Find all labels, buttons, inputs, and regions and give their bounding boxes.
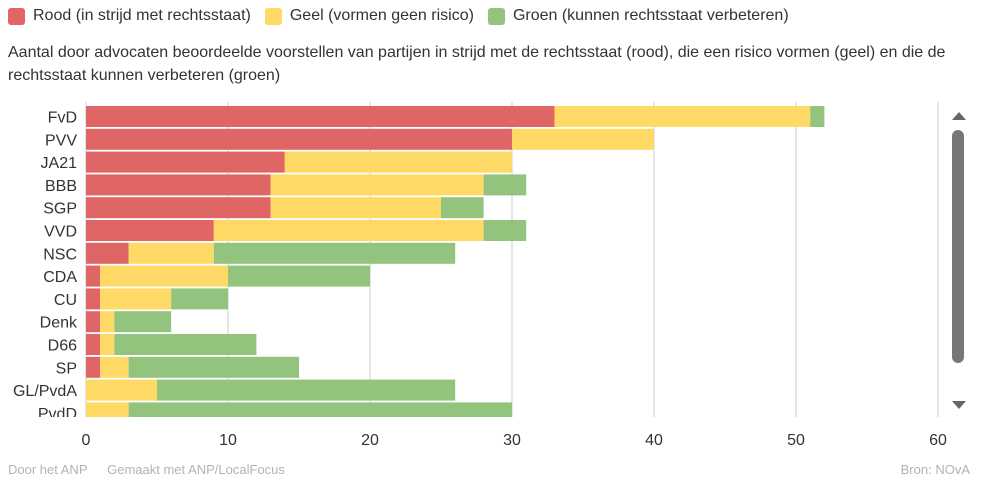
bar-segment[interactable] bbox=[228, 265, 370, 287]
bar-segment[interactable] bbox=[86, 288, 101, 310]
category-label: FvD bbox=[48, 110, 77, 127]
bar-segment[interactable] bbox=[86, 311, 101, 333]
bar-segment[interactable] bbox=[114, 334, 257, 355]
chart-area: FvD PVV JA21 BBB SGP VVD NSC CDA CU Denk D66 SP GL/P… bbox=[0, 100, 1000, 460]
x-tick-label: 20 bbox=[361, 432, 379, 449]
stacked-bar-chart: FvD PVV JA21 BBB SGP VVD NSC CDA CU Denk D66 SP GL/P… bbox=[13, 102, 947, 449]
bar-segment[interactable] bbox=[100, 288, 172, 310]
bar-segment[interactable] bbox=[86, 174, 271, 196]
bar-segment[interactable] bbox=[483, 174, 527, 196]
legend-label-rood: Rood (in strijd met rechtsstaat) bbox=[33, 7, 251, 24]
bar-segment[interactable] bbox=[100, 265, 228, 287]
category-label: GL/PvdA bbox=[13, 383, 77, 400]
bar-segment[interactable] bbox=[810, 106, 825, 127]
category-label: PVV bbox=[45, 132, 77, 149]
x-tick-label: 0 bbox=[82, 432, 91, 449]
bar-segment[interactable] bbox=[100, 334, 115, 355]
bar-segment[interactable] bbox=[86, 151, 285, 173]
bar-segment[interactable] bbox=[86, 128, 512, 150]
x-tick-label: 50 bbox=[787, 432, 805, 449]
legend: Rood (in strijd met rechtsstaat) Geel (v… bbox=[8, 7, 803, 25]
bar-segment[interactable] bbox=[270, 174, 484, 196]
footer-source: Bron: NOvA bbox=[900, 462, 970, 477]
category-label: CDA bbox=[43, 269, 77, 286]
x-tick-label: 60 bbox=[929, 432, 947, 449]
bar-segment[interactable] bbox=[128, 242, 214, 264]
legend-swatch-groen bbox=[487, 7, 505, 25]
category-label: SP bbox=[56, 360, 77, 377]
chart-scrollbar[interactable] bbox=[948, 108, 970, 413]
bar-segment[interactable] bbox=[157, 379, 456, 401]
scroll-down-icon[interactable] bbox=[952, 401, 966, 409]
bar-segment[interactable] bbox=[86, 265, 101, 287]
category-label: VVD bbox=[44, 224, 77, 241]
category-label: SGP bbox=[43, 201, 77, 218]
bar-segment[interactable] bbox=[270, 197, 441, 219]
scroll-up-icon[interactable] bbox=[952, 112, 966, 120]
x-tick-label: 40 bbox=[645, 432, 663, 449]
bar-segment[interactable] bbox=[100, 356, 129, 378]
bar-segment[interactable] bbox=[128, 356, 299, 378]
legend-swatch-geel bbox=[264, 7, 282, 25]
bar-segment[interactable] bbox=[100, 311, 115, 333]
bar-segment[interactable] bbox=[483, 220, 527, 241]
legend-item-rood[interactable]: Rood (in strijd met rechtsstaat) bbox=[8, 7, 251, 25]
category-label: BBB bbox=[45, 178, 77, 195]
category-label: NSC bbox=[43, 246, 77, 263]
bar-segment[interactable] bbox=[86, 106, 555, 127]
category-label: CU bbox=[54, 292, 77, 309]
legend-swatch-rood bbox=[8, 7, 25, 25]
category-label: D66 bbox=[48, 338, 77, 355]
legend-label-geel: Geel (vormen geen risico) bbox=[289, 7, 474, 24]
bar-segment[interactable] bbox=[114, 311, 172, 333]
bar-segment[interactable] bbox=[284, 151, 512, 173]
bars bbox=[86, 106, 825, 423]
legend-item-geel[interactable]: Geel (vormen geen risico) bbox=[264, 7, 474, 25]
footer-made[interactable]: Gemaakt met ANP/LocalFocus bbox=[107, 462, 285, 477]
bar-segment[interactable] bbox=[86, 334, 101, 355]
bar-segment[interactable] bbox=[128, 402, 512, 423]
category-labels: FvD PVV JA21 BBB SGP VVD NSC CDA CU Denk D66 SP GL/P… bbox=[13, 110, 78, 423]
footer-by: Door het ANP bbox=[8, 462, 88, 477]
bar-segment[interactable] bbox=[554, 106, 811, 127]
bar-segment[interactable] bbox=[441, 197, 484, 219]
scroll-thumb[interactable] bbox=[952, 130, 964, 363]
bar-segment[interactable] bbox=[86, 356, 101, 378]
bar-segment[interactable] bbox=[171, 288, 228, 310]
x-tick-label: 10 bbox=[219, 432, 237, 449]
legend-label-groen: Groen (kunnen rechtsstaat verbeteren) bbox=[512, 7, 789, 24]
footer-credits: Door het ANP Gemaakt met ANP/LocalFocus bbox=[8, 462, 301, 477]
bar-segment[interactable] bbox=[213, 220, 484, 241]
legend-item-groen[interactable]: Groen (kunnen rechtsstaat verbeteren) bbox=[487, 7, 789, 25]
bar-segment[interactable] bbox=[86, 242, 129, 264]
bar-segment[interactable] bbox=[86, 197, 271, 219]
chart-subtitle: Aantal door advocaten beoordeelde voorst… bbox=[8, 44, 946, 84]
bar-segment[interactable] bbox=[86, 379, 157, 401]
category-label: JA21 bbox=[41, 155, 78, 172]
x-tick-label: 30 bbox=[503, 432, 521, 449]
bar-segment[interactable] bbox=[86, 220, 214, 241]
bar-segment[interactable] bbox=[86, 402, 129, 423]
category-label: Denk bbox=[40, 315, 78, 332]
bar-segment[interactable] bbox=[213, 242, 456, 264]
x-axis-ticks: 0 10 20 30 40 50 60 bbox=[82, 432, 947, 449]
bar-segment[interactable] bbox=[512, 128, 654, 150]
category-label: PvdD bbox=[38, 406, 77, 423]
